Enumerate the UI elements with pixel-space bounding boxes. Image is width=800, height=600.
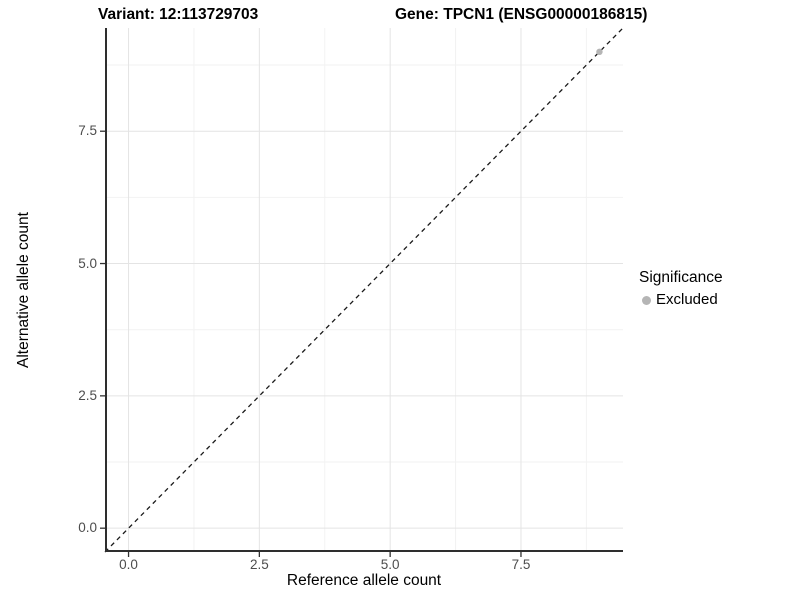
data-point-excluded [596,48,603,56]
y-tick-label: 0.0 [78,520,97,536]
scatter-plot-canvas [100,27,624,557]
y-tick-label: 7.5 [78,123,97,139]
y-axis-title-text: Alternative allele count [15,212,32,368]
legend: Significance Excluded [639,269,723,309]
legend-entry-label: Excluded [656,291,718,308]
identity-dashed-line [104,27,624,553]
plot-title-variant: Variant: 12:113729703 [98,6,259,23]
legend-title: Significance [639,269,723,286]
y-tick-label: 5.0 [78,255,97,271]
x-tick-label: 7.5 [511,557,531,572]
x-tick-label: 0.0 [119,557,138,572]
x-tick-label: 2.5 [249,557,269,572]
legend-entry-excluded: Excluded [639,291,723,309]
y-tick-label: 2.5 [78,387,97,403]
x-tick-label: 5.0 [380,557,400,572]
legend-point-icon [642,295,651,305]
plot-title-gene: Gene: TPCN1 (ENSG00000186815) [395,6,648,23]
x-axis-title: Reference allele count [286,572,442,589]
plot-panel [100,27,624,557]
